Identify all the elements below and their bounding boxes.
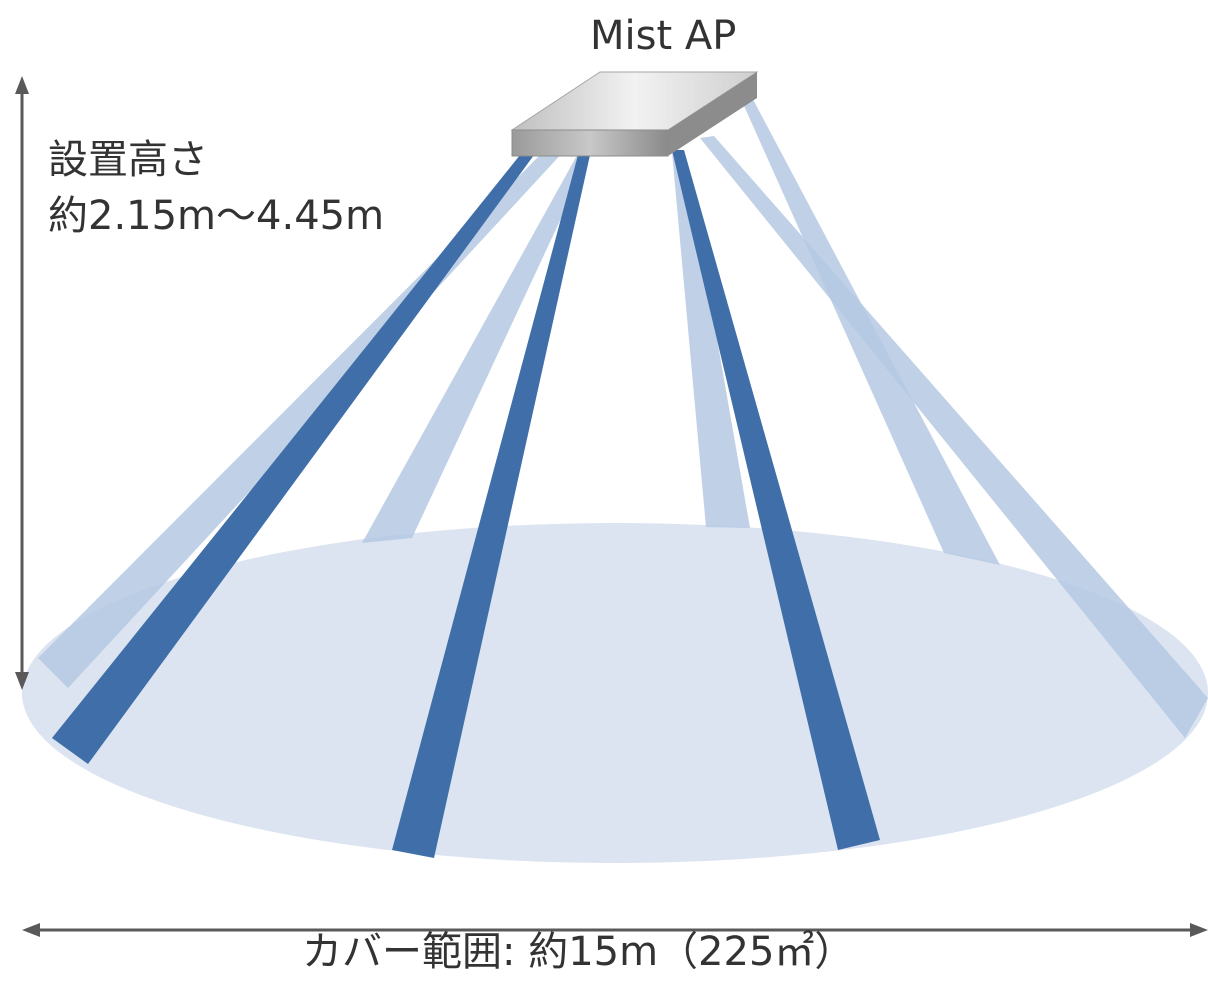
coverage-area-ellipse	[22, 523, 1208, 863]
light-beam-edge-right	[700, 136, 1208, 738]
installation-height-value: 約2.15m〜4.45m	[48, 193, 385, 239]
coverage-arrow	[22, 923, 1208, 937]
dark-beam-center-left	[392, 155, 590, 858]
height-arrow-head-top	[15, 76, 29, 94]
dark-beam-left	[52, 155, 534, 764]
access-point-device	[510, 71, 759, 157]
light-beam-left	[362, 150, 592, 543]
dark-beams	[52, 150, 880, 858]
coverage-arrow-head-left	[22, 923, 40, 937]
height-arrow-head-bottom	[15, 672, 29, 690]
coverage-arrow-head-right	[1190, 923, 1208, 937]
ap-side-face	[668, 72, 757, 156]
light-beam-right	[672, 150, 750, 528]
dark-beam-center-right	[672, 150, 880, 850]
height-arrow	[15, 76, 29, 690]
coverage-range-label: カバー範囲: 約15m（225㎡）	[302, 929, 855, 975]
installation-height-title: 設置高さ	[48, 137, 208, 183]
ap-label: Mist AP	[590, 13, 737, 59]
ap-front-face	[511, 129, 669, 157]
